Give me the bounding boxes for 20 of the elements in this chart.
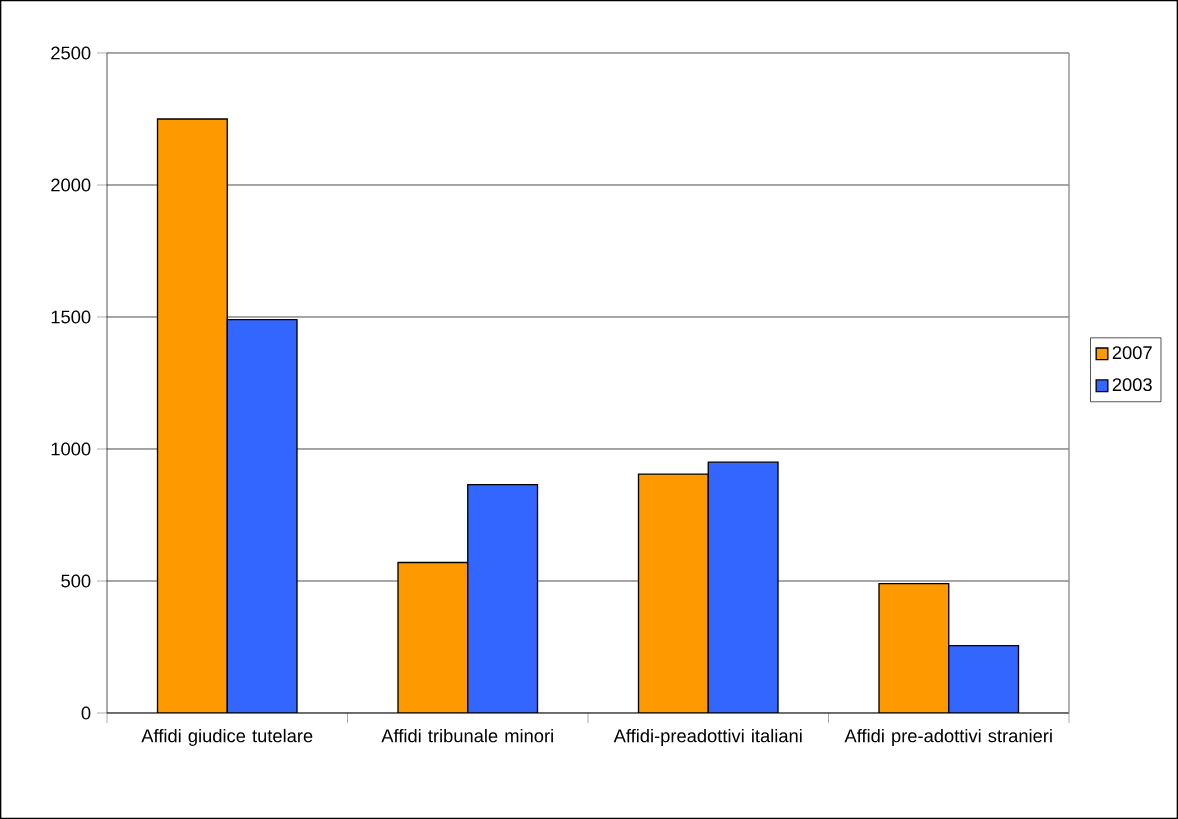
legend-label: 2003 <box>1112 378 1152 392</box>
bar <box>878 582 950 713</box>
bar <box>948 645 1020 713</box>
y-tick-label: 2000 <box>51 178 91 192</box>
y-tick-label: 2500 <box>51 46 91 60</box>
y-tick-label: 500 <box>61 574 91 588</box>
y-tick-label: 1000 <box>51 442 91 456</box>
bar <box>467 483 539 713</box>
x-tick-label: Affidi-preadottivi italiani <box>613 728 802 746</box>
x-tick-label: Affidi tribunale minori <box>381 728 553 743</box>
x-tick-label: Affidi pre-adottivi stranieri <box>844 728 1052 746</box>
y-tick-label: 0 <box>81 706 91 720</box>
legend-label: 2007 <box>1112 346 1152 360</box>
x-tick-label: Affidi giudice tutelare <box>141 728 313 746</box>
bar <box>226 318 298 713</box>
bar <box>156 118 228 713</box>
y-tick-label: 1500 <box>51 310 91 324</box>
bar <box>397 561 469 713</box>
bar <box>637 473 709 713</box>
bar <box>707 461 779 713</box>
